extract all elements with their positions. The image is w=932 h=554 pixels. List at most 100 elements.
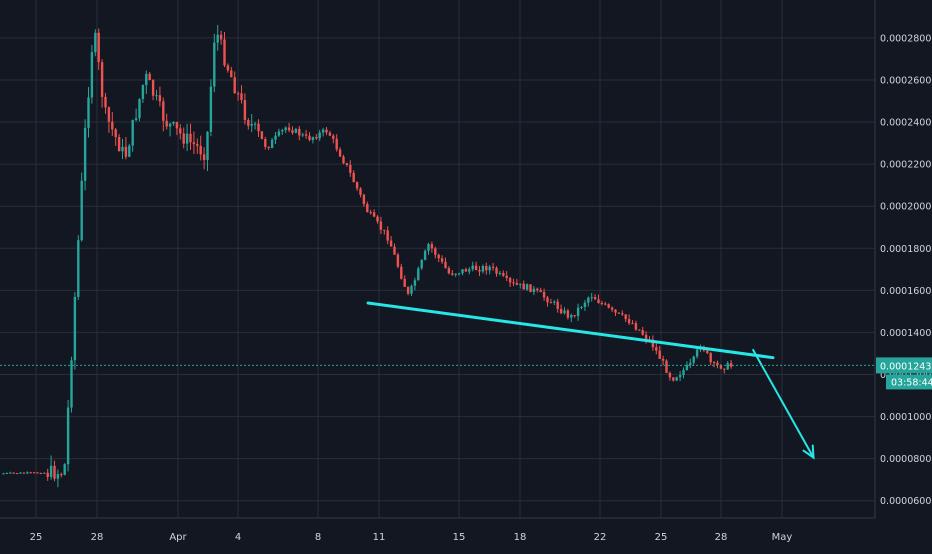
candle-body[interactable] <box>117 137 121 152</box>
candle-body[interactable] <box>185 133 189 144</box>
candle-body[interactable] <box>621 313 624 315</box>
candle-body[interactable] <box>692 356 695 363</box>
candle-body[interactable] <box>587 297 590 303</box>
candle-body[interactable] <box>672 377 675 381</box>
candle-body[interactable] <box>138 98 141 119</box>
candle-body[interactable] <box>590 297 593 299</box>
candle-body[interactable] <box>593 297 597 300</box>
candlestick-series[interactable] <box>2 24 733 488</box>
candle-body[interactable] <box>474 265 478 271</box>
candle-body[interactable] <box>678 375 682 378</box>
candle-body[interactable] <box>335 138 338 150</box>
candle-body[interactable] <box>559 308 563 314</box>
candle-body[interactable] <box>189 133 192 143</box>
candle-body[interactable] <box>723 368 726 370</box>
candle-body[interactable] <box>522 283 525 290</box>
candle-body[interactable] <box>158 95 162 102</box>
candle-body[interactable] <box>437 254 440 259</box>
candle-body[interactable] <box>107 107 111 122</box>
candle-body[interactable] <box>597 299 600 304</box>
candle-body[interactable] <box>485 265 488 271</box>
candle-body[interactable] <box>464 269 468 272</box>
candle-body[interactable] <box>461 269 464 274</box>
candle-body[interactable] <box>498 272 502 274</box>
candle-body[interactable] <box>121 146 124 152</box>
candle-body[interactable] <box>36 472 39 474</box>
candle-body[interactable] <box>355 182 359 189</box>
candle-body[interactable] <box>420 259 423 269</box>
candle-body[interactable] <box>525 284 529 290</box>
projection-arrow-head[interactable] <box>802 444 815 460</box>
candle-body[interactable] <box>260 131 264 140</box>
candle-body[interactable] <box>488 266 491 271</box>
candle-body[interactable] <box>583 302 587 307</box>
candle-body[interactable] <box>216 34 219 43</box>
candle-body[interactable] <box>386 230 389 241</box>
candle-body[interactable] <box>576 307 580 317</box>
candle-body[interactable] <box>457 273 461 275</box>
candle-body[interactable] <box>168 123 172 127</box>
candle-body[interactable] <box>542 292 546 298</box>
candle-body[interactable] <box>247 120 250 126</box>
candle-body[interactable] <box>111 121 114 130</box>
candle-body[interactable] <box>179 128 182 134</box>
candle-body[interactable] <box>63 464 66 475</box>
candle-body[interactable] <box>151 80 155 96</box>
candle-body[interactable] <box>491 266 495 268</box>
candle-body[interactable] <box>566 310 570 318</box>
candle-body[interactable] <box>43 472 46 474</box>
candle-body[interactable] <box>321 129 325 133</box>
candle-body[interactable] <box>383 229 386 231</box>
candle-body[interactable] <box>369 212 372 214</box>
candle-body[interactable] <box>532 288 536 293</box>
candle-body[interactable] <box>257 123 260 132</box>
candle-body[interactable] <box>80 180 83 241</box>
candle-body[interactable] <box>366 204 369 213</box>
candle-body[interactable] <box>451 273 454 275</box>
candle-body[interactable] <box>308 135 311 140</box>
candle-body[interactable] <box>233 77 236 94</box>
candle-body[interactable] <box>287 127 291 131</box>
candle-body[interactable] <box>114 129 117 138</box>
candle-body[interactable] <box>529 284 532 293</box>
candle-body[interactable] <box>230 70 233 78</box>
candle-body[interactable] <box>505 275 508 279</box>
candle-body[interactable] <box>83 127 87 181</box>
candle-body[interactable] <box>15 473 19 475</box>
candle-body[interactable] <box>617 312 621 314</box>
candle-body[interactable] <box>128 145 131 157</box>
candle-body[interactable] <box>729 363 733 367</box>
candle-body[interactable] <box>434 248 437 255</box>
candle-body[interactable] <box>243 100 247 121</box>
candle-body[interactable] <box>481 265 485 272</box>
candle-body[interactable] <box>682 369 685 376</box>
candle-body[interactable] <box>658 350 661 359</box>
candle-body[interactable] <box>641 330 644 335</box>
candle-body[interactable] <box>393 246 396 255</box>
candle-body[interactable] <box>182 133 185 144</box>
candle-body[interactable] <box>60 474 63 476</box>
candle-body[interactable] <box>563 310 566 314</box>
candle-body[interactable] <box>413 280 417 286</box>
candle-body[interactable] <box>274 135 277 140</box>
candle-body[interactable] <box>655 347 658 351</box>
candle-body[interactable] <box>417 268 420 281</box>
candle-body[interactable] <box>403 278 406 287</box>
candle-body[interactable] <box>376 216 379 222</box>
candle-body[interactable] <box>573 315 576 317</box>
candle-body[interactable] <box>706 350 709 354</box>
candle-body[interactable] <box>219 34 223 40</box>
candle-body[interactable] <box>165 120 168 127</box>
candle-body[interactable] <box>440 258 444 262</box>
candle-body[interactable] <box>661 358 665 361</box>
candle-body[interactable] <box>328 132 332 136</box>
candle-body[interactable] <box>342 156 345 164</box>
candle-body[interactable] <box>22 472 26 474</box>
candle-body[interactable] <box>454 273 457 275</box>
candle-body[interactable] <box>502 272 505 276</box>
candle-body[interactable] <box>29 472 32 474</box>
candle-body[interactable] <box>12 472 15 474</box>
candle-body[interactable] <box>349 164 352 173</box>
candle-body[interactable] <box>359 188 362 195</box>
